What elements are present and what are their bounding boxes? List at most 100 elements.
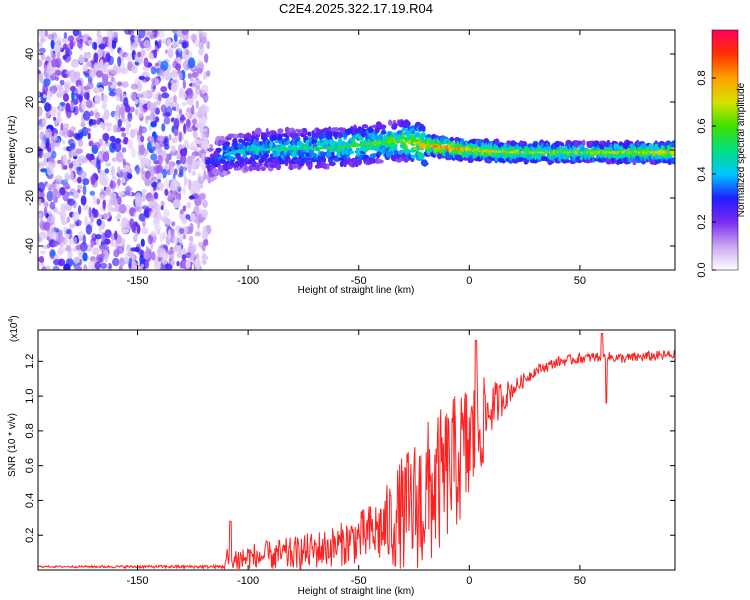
spectrogram-noise-cell xyxy=(109,79,118,89)
spectrogram-noise-cell xyxy=(107,202,113,211)
spectrogram-noise-cell xyxy=(124,52,133,61)
spectrogram-noise-cell xyxy=(117,191,125,196)
spectrogram-noise-cell xyxy=(48,209,52,216)
spectrogram-noise-cell xyxy=(154,40,158,46)
spectrogram-noise-cell xyxy=(110,165,115,177)
spectrogram-noise-cell xyxy=(81,157,88,164)
spectrogram-noise-cell xyxy=(205,70,211,77)
spectrogram-noise-cell xyxy=(181,254,187,261)
spectrogram-noise-cell xyxy=(112,257,120,267)
spectrogram-noise-cell xyxy=(44,102,51,112)
spectrogram-noise-cell xyxy=(53,259,61,266)
snr-x-tick-label: 0 xyxy=(466,575,472,587)
spectrogram-noise-cell xyxy=(84,72,90,78)
spectrogram-noise-cell xyxy=(99,59,104,70)
spectrogram-noise-cell xyxy=(98,225,102,236)
spectrogram-noise-cell xyxy=(191,151,196,160)
spectrogram-noise-cell xyxy=(124,253,129,262)
spectrogram-ridge-cell xyxy=(532,143,539,148)
spectrogram-noise-cell xyxy=(81,178,90,186)
spectrogram-noise-cell xyxy=(79,90,85,97)
spectrogram-noise-cell xyxy=(194,139,203,144)
spectrogram-ridge-cell xyxy=(581,139,586,147)
spectrogram-noise-cell xyxy=(206,40,210,50)
spectrogram-noise-cell xyxy=(185,259,191,269)
snr-x-tick-label: -150 xyxy=(127,575,149,587)
spectrogram-ridge-cell xyxy=(362,154,370,160)
spectrogram-noise-cell xyxy=(131,261,138,270)
spectrogram-noise-cell xyxy=(164,71,172,81)
spectrogram-noise-cell xyxy=(50,58,59,68)
spectrogram-noise-cell xyxy=(47,33,55,40)
spectrogram-noise-cell xyxy=(193,205,200,217)
spectrogram-noise-cell xyxy=(46,110,50,118)
spectrogram-noise-cell xyxy=(163,116,171,125)
spectrogram-noise-cell xyxy=(118,107,126,116)
spectrogram-noise-cell xyxy=(181,41,189,49)
spectrogram-noise-cell xyxy=(38,47,46,54)
spectrogram-noise-cell xyxy=(200,84,209,95)
snr-x-ticks: -150 -100 -50 0 50 xyxy=(127,330,586,587)
spectrogram-noise-cell xyxy=(39,191,45,200)
spectrogram-noise-cell xyxy=(201,152,206,164)
spectrogram-noise-cell xyxy=(175,103,180,113)
spectrogram-noise-cell xyxy=(133,211,137,218)
spectrogram-noise-cell xyxy=(196,80,202,85)
spectrogram-noise-cell xyxy=(98,213,103,219)
colorbar: 0.0 0.2 0.4 0.6 0.8 Normalized spectral ampl… xyxy=(696,29,747,278)
spectrogram-noise-cell xyxy=(118,203,127,214)
spectrogram-noise-cell xyxy=(88,67,96,79)
spectrogram-noise-cell xyxy=(166,38,172,45)
spectrogram-noise-cell xyxy=(90,119,97,126)
colorbar-ticks: 0.0 0.2 0.4 0.6 0.8 xyxy=(696,70,716,278)
spectrogram-noise-cell xyxy=(178,131,182,143)
spectrogram-noise-cell xyxy=(55,210,62,215)
spectrogram-noise-cell xyxy=(111,40,117,50)
spectrogram-noise-cell xyxy=(115,151,124,163)
spectrogram-ridge-cell xyxy=(292,163,298,168)
spectrogram-noise-cell xyxy=(162,231,167,240)
spectrogram-noise-cell xyxy=(60,122,64,131)
spectrogram-noise-cell xyxy=(191,71,199,78)
spectrogram-noise-cell xyxy=(86,265,95,270)
spectrogram-noise-cell xyxy=(117,118,122,128)
spectrogram-ridge-cell xyxy=(341,154,345,161)
spectrogram-noise-cell xyxy=(124,164,131,172)
spectrogram-ridge-cell xyxy=(234,133,239,137)
snr-background xyxy=(38,330,675,570)
spectrogram-noise-cell xyxy=(38,199,42,206)
spectrogram-noise-cell xyxy=(62,164,68,170)
spectrogram-noise-cell xyxy=(150,66,157,75)
spectrogram-noise-cell xyxy=(42,36,47,43)
spectrogram-noise-cell xyxy=(176,252,183,258)
spectrogram-noise-cell xyxy=(45,265,51,270)
spectrogram-ridge-cell xyxy=(307,163,313,171)
spectrogram-ridge-cell xyxy=(322,157,327,163)
spectrogram-noise-cell xyxy=(89,190,96,196)
spectrogram-ridge-cell xyxy=(254,136,259,142)
spectrogram-noise-cell xyxy=(65,244,71,252)
spectrogram-noise-cell xyxy=(94,234,103,240)
spectrogram-ridge-cell xyxy=(277,162,281,169)
spectrogram-noise-cell xyxy=(181,30,189,36)
spectrogram-noise-cell xyxy=(138,75,145,80)
spectrogram-noise-cell xyxy=(182,205,187,212)
spectrogram-noise-cell xyxy=(180,154,187,165)
spectrogram-noise-cell xyxy=(127,251,133,257)
spectrogram-ridge-cell xyxy=(234,167,242,171)
spectrogram-noise-cell xyxy=(144,76,151,82)
spectrogram-noise-cell xyxy=(156,172,164,179)
spectrogram-noise-cell xyxy=(73,151,79,156)
spectrogram-noise-cell xyxy=(143,39,151,49)
spectrogram-noise-cell xyxy=(191,243,197,254)
spectrogram-x-label: Height of straight line (km) xyxy=(298,285,415,296)
spectrogram-noise-cell xyxy=(170,259,176,266)
spectrogram-ridge-cell xyxy=(449,136,454,142)
spectrogram-noise-cell xyxy=(53,196,58,204)
spectrogram-ridge-cell xyxy=(420,125,426,132)
spectrogram-noise-cell xyxy=(61,220,68,226)
spectrogram-noise-cell xyxy=(42,152,51,158)
spectrogram-noise-cell xyxy=(48,183,57,189)
spectrogram-noise-cell xyxy=(53,36,62,45)
spectrogram-noise-cell xyxy=(90,175,96,186)
